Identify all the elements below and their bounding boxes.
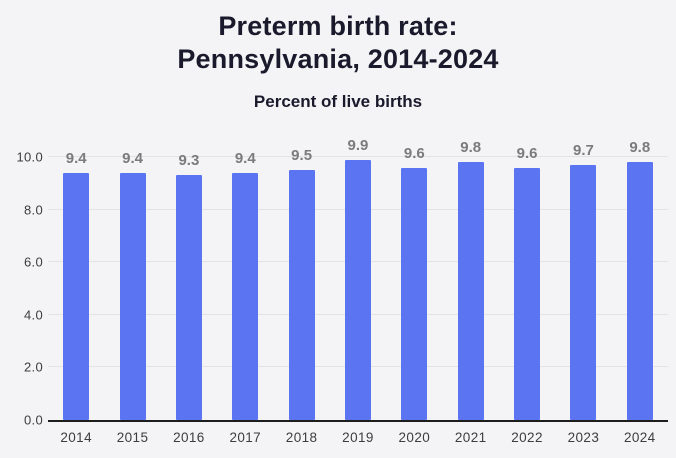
bar-value-label: 9.6 bbox=[403, 144, 425, 162]
plot-area: 9.4 9.4 9.3 9.4 9.5 9.9 9.6 9.8 9.6 9.7 9.8 bbox=[48, 137, 668, 422]
bar-2015: 9.4 bbox=[119, 150, 146, 420]
bar-2022: 9.6 bbox=[514, 145, 541, 420]
x-tick-label: 2020 bbox=[398, 430, 431, 445]
bar-slot: 9.7 bbox=[555, 142, 611, 420]
y-tick-label: 4.0 bbox=[24, 307, 43, 323]
bar-2021: 9.8 bbox=[457, 139, 484, 420]
bar-value-label: 9.6 bbox=[516, 144, 538, 162]
bar-2024: 9.8 bbox=[626, 139, 653, 420]
bar-value-label: 9.7 bbox=[572, 141, 594, 159]
bar-value-label: 9.8 bbox=[629, 139, 651, 157]
chart-title-line-2: Pennsylvania, 2014-2024 bbox=[177, 43, 499, 74]
bar-2019: 9.9 bbox=[344, 137, 371, 420]
bar-2016: 9.3 bbox=[175, 152, 202, 420]
bar-chart: 0.0 2.0 4.0 6.0 8.0 10.0 9.4 9.4 9.3 9.4 9.5 9.9 9.… bbox=[8, 137, 668, 445]
x-tick-label: 2016 bbox=[173, 430, 205, 445]
bar-value-label: 9.5 bbox=[291, 147, 313, 165]
gridline bbox=[48, 156, 668, 157]
chart-header: Preterm birth rate: Pennsylvania, 2014-2… bbox=[0, 0, 676, 112]
bar-value-label: 9.8 bbox=[460, 139, 482, 157]
x-tick-label: 2024 bbox=[623, 430, 656, 445]
x-tick-label: 2015 bbox=[116, 430, 149, 445]
bar-value-label: 9.4 bbox=[234, 149, 256, 167]
bar-value-label: 9.4 bbox=[65, 149, 87, 167]
y-axis: 0.0 2.0 4.0 6.0 8.0 10.0 bbox=[8, 150, 48, 428]
bar-value-label: 9.3 bbox=[178, 152, 200, 170]
bar-slot: 9.8 bbox=[612, 139, 668, 420]
x-tick-label: 2023 bbox=[567, 430, 600, 445]
bar-value-label: 9.4 bbox=[122, 149, 143, 167]
chart-title: Preterm birth rate: Pennsylvania, 2014-2… bbox=[0, 10, 676, 76]
bar-value-label: 9.9 bbox=[347, 136, 369, 154]
bar-slot: 9.4 bbox=[217, 150, 273, 420]
bar-2018: 9.5 bbox=[288, 147, 315, 420]
bar-slot: 9.9 bbox=[330, 137, 386, 420]
bar-2014: 9.4 bbox=[63, 150, 90, 420]
chart-title-line-1: Preterm birth rate: bbox=[218, 11, 458, 41]
y-tick-label: 8.0 bbox=[24, 202, 43, 218]
x-tick-label: 2017 bbox=[229, 430, 262, 445]
bar-2017: 9.4 bbox=[232, 150, 259, 420]
bar-slot: 9.4 bbox=[104, 150, 160, 420]
y-tick-label: 0.0 bbox=[24, 412, 43, 428]
bar-slot: 9.6 bbox=[499, 145, 555, 420]
x-tick-label: 2014 bbox=[60, 430, 92, 445]
x-tick-label: 2022 bbox=[511, 430, 543, 445]
x-tick-label: 2018 bbox=[285, 430, 318, 445]
bar-slot: 9.3 bbox=[161, 152, 217, 420]
bar-2020: 9.6 bbox=[401, 145, 428, 420]
x-tick-label: 2019 bbox=[342, 430, 374, 445]
y-tick-label: 6.0 bbox=[24, 254, 43, 270]
x-axis: 2014 2015 2016 2017 2018 2019 2020 2021 2022 2023… bbox=[48, 430, 668, 445]
x-tick-label: 2021 bbox=[454, 430, 487, 445]
bar-slot: 9.4 bbox=[48, 150, 104, 420]
chart-subtitle: Percent of live births bbox=[253, 91, 423, 111]
bar-slot: 9.5 bbox=[273, 147, 329, 420]
bar-slot: 9.6 bbox=[386, 145, 442, 420]
y-tick-label: 2.0 bbox=[24, 359, 43, 375]
bar-slot: 9.8 bbox=[443, 139, 499, 420]
bars-container: 9.4 9.4 9.3 9.4 9.5 9.9 9.6 9.8 9.6 9.7 9.8 bbox=[48, 137, 668, 420]
y-tick-label: 10.0 bbox=[16, 149, 43, 165]
bar-2023: 9.7 bbox=[570, 142, 597, 420]
